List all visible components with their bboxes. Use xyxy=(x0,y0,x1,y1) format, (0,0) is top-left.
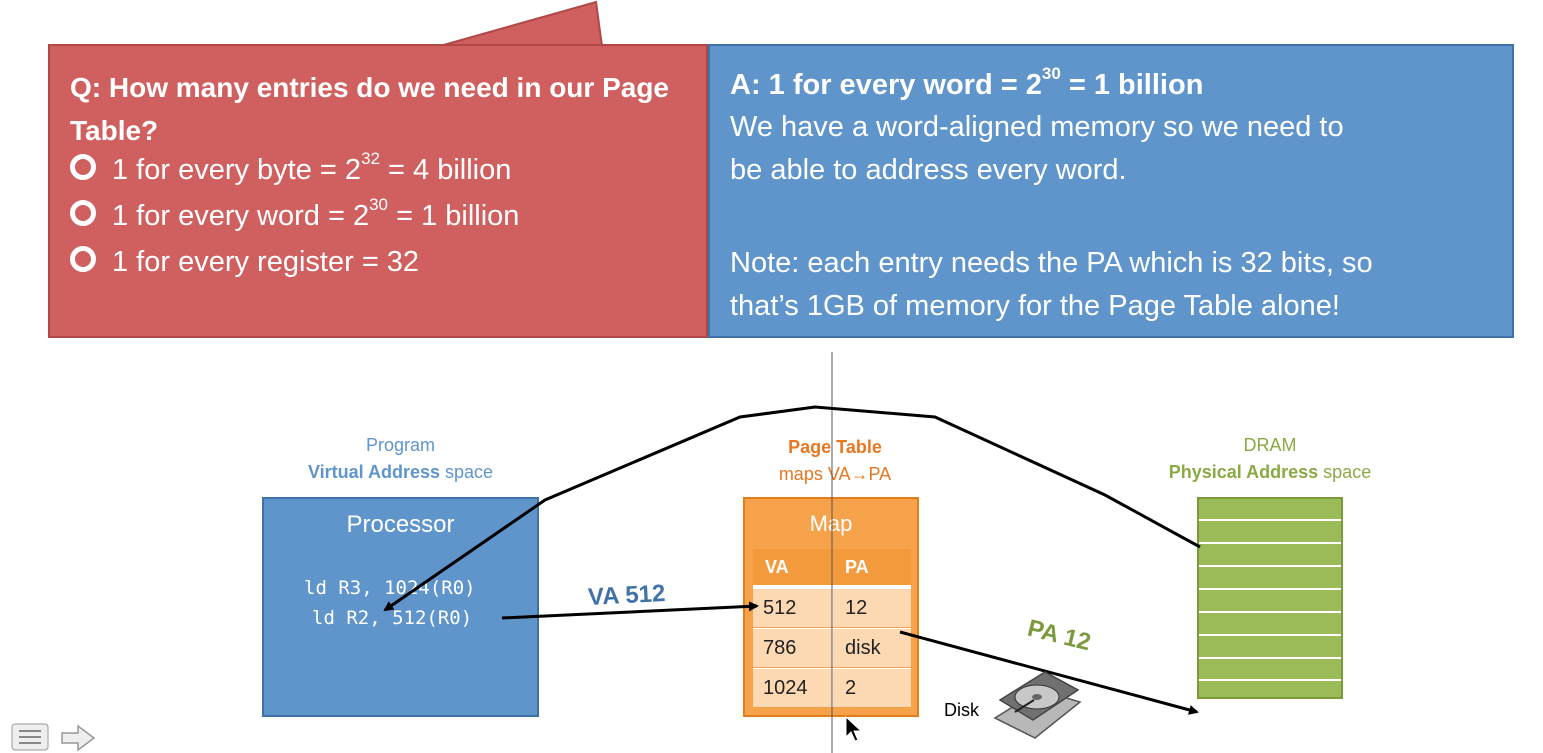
option-word-exponent: 30 xyxy=(369,195,389,215)
option-register-text: 1 for every register = 32 xyxy=(112,246,420,278)
answer-line: We have a word-aligned memory so we need… xyxy=(730,111,1344,143)
question-title: Q: How many entries do we need in our Pa… xyxy=(70,72,670,146)
page-table-caption-line2: maps VA→PA xyxy=(778,464,892,484)
option-word-text: 1 for every word = 2 xyxy=(112,200,370,232)
table-row: 512 12 xyxy=(753,588,911,627)
answer-line: that’s 1GB of memory for the Page Table … xyxy=(730,290,1340,322)
option-word-rest: = 1 billion xyxy=(388,200,520,232)
disk-icon xyxy=(993,671,1082,739)
option-byte-text: 1 for every byte = 2 xyxy=(112,154,362,186)
option-byte-rest: = 4 billion xyxy=(379,154,512,186)
option-register[interactable]: 1 for every register = 32 xyxy=(70,242,419,282)
answer-box: A: 1 for every word = 230 = 1 billion We… xyxy=(708,44,1514,338)
cell-pa: 12 xyxy=(845,597,868,619)
pa-arrow xyxy=(899,630,1199,715)
next-arrow-icon[interactable] xyxy=(61,724,96,752)
cell-va: 786 xyxy=(763,637,797,659)
mouse-cursor-icon xyxy=(845,715,863,742)
radio-icon[interactable] xyxy=(70,200,96,226)
code-line-2: ld R2, 512(R0) xyxy=(312,607,473,629)
page-table-caption: Page Table maps VA→PA xyxy=(743,434,927,488)
option-word[interactable]: 1 for every word = 230 = 1 billion xyxy=(70,196,519,236)
answer-title-rest: = 1 billion xyxy=(1060,69,1204,101)
va-arrow xyxy=(501,601,759,620)
dram-block xyxy=(1197,497,1343,699)
page-table-caption-bold: Page Table xyxy=(788,437,882,457)
program-caption-line1: Program xyxy=(365,435,436,455)
slide-controls xyxy=(11,723,96,752)
cell-pa: disk xyxy=(845,637,881,659)
radio-icon[interactable] xyxy=(70,154,96,180)
load-return-arrow xyxy=(383,405,1201,612)
option-byte-exponent: 32 xyxy=(361,149,380,169)
menu-icon[interactable] xyxy=(11,723,49,751)
va-label: VA 512 xyxy=(587,579,667,612)
radio-icon[interactable] xyxy=(70,246,96,272)
cell-pa: 2 xyxy=(845,677,857,699)
program-caption-rest: space xyxy=(440,462,494,482)
program-caption: Program Virtual Address space xyxy=(262,432,539,486)
map-title: Map xyxy=(809,511,853,536)
processor-title: Processor xyxy=(346,511,455,538)
answer-title-exponent: 30 xyxy=(1041,64,1061,84)
header-pa: PA xyxy=(845,557,869,577)
option-byte[interactable]: 1 for every byte = 232 = 4 billion xyxy=(70,150,511,190)
dram-caption-line1: DRAM xyxy=(1243,435,1297,455)
header-va: VA xyxy=(765,557,789,577)
dram-caption: DRAM Physical Address space xyxy=(1150,432,1390,486)
program-caption-bold: Virtual Address xyxy=(307,462,440,482)
question-box: Q: How many entries do we need in our Pa… xyxy=(48,44,708,338)
dram-caption-rest: space xyxy=(1318,462,1372,482)
disk-label: Disk xyxy=(944,700,979,720)
answer-title: A: 1 for every word = 230 = 1 billion xyxy=(730,64,1203,107)
dram-caption-bold: Physical Address xyxy=(1168,462,1319,482)
answer-line: be able to address every word. xyxy=(730,154,1127,186)
answer-line: Note: each entry needs the PA which is 3… xyxy=(730,247,1373,279)
answer-title-text: A: 1 for every word = 2 xyxy=(730,69,1042,101)
cell-va: 512 xyxy=(763,597,797,619)
cell-va: 1024 xyxy=(763,677,808,699)
